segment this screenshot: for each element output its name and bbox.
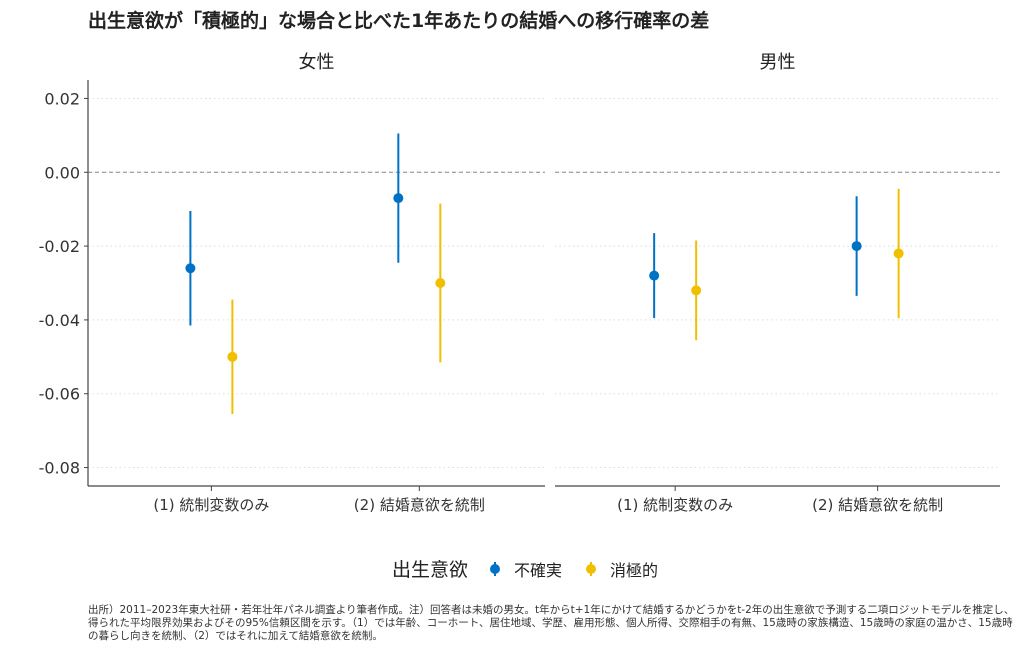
y-tick-label: -0.04: [39, 311, 80, 330]
legend-marker-negative: [586, 561, 597, 576]
legend-label: 不確実: [514, 560, 563, 580]
x-tick-label: (1) 統制変数のみ: [153, 496, 269, 514]
point-estimate: [227, 351, 238, 362]
legend-item-negative: 消極的: [578, 557, 658, 581]
point-estimate: [851, 241, 862, 252]
y-tick-label: 0.00: [44, 163, 80, 182]
legend-title: 出生意欲: [392, 559, 469, 581]
y-tick-label: -0.02: [39, 237, 80, 256]
chart-title: 出生意欲が「積極的」な場合と比べた1年あたりの結婚への移行確率の差: [88, 10, 710, 32]
facet-label: 男性: [760, 52, 796, 73]
facet-label: 女性: [299, 52, 335, 73]
x-tick-label: (2) 結婚意欲を統制: [812, 496, 943, 514]
legend-item-uncertain: 不確実: [482, 557, 562, 581]
legend-label: 消極的: [610, 560, 659, 580]
point-estimate: [649, 270, 660, 281]
legend: 出生意欲 不確実 消極的: [392, 555, 674, 582]
y-tick-label: -0.06: [39, 385, 80, 404]
y-tick-label: 0.02: [44, 89, 80, 108]
footnote: 出所）2011–2023年東大社研・若年壮年パネル調査より筆者作成。注）回答者は…: [88, 604, 1015, 642]
point-estimate: [893, 248, 904, 259]
y-tick-label: -0.08: [39, 459, 80, 478]
x-tick-label: (1) 統制変数のみ: [617, 496, 733, 514]
point-estimate: [435, 278, 446, 288]
point-estimate: [393, 193, 404, 204]
plot-area: 女性 0.02 0.00 -0.02 -0.04 -0.06 -0.08 (1) 統制変数のみ…: [39, 52, 1000, 514]
point-estimate: [185, 263, 196, 274]
point-estimate: [691, 285, 702, 296]
x-tick-label: (2) 結婚意欲を統制: [354, 496, 485, 514]
legend-marker-uncertain: [490, 561, 501, 576]
